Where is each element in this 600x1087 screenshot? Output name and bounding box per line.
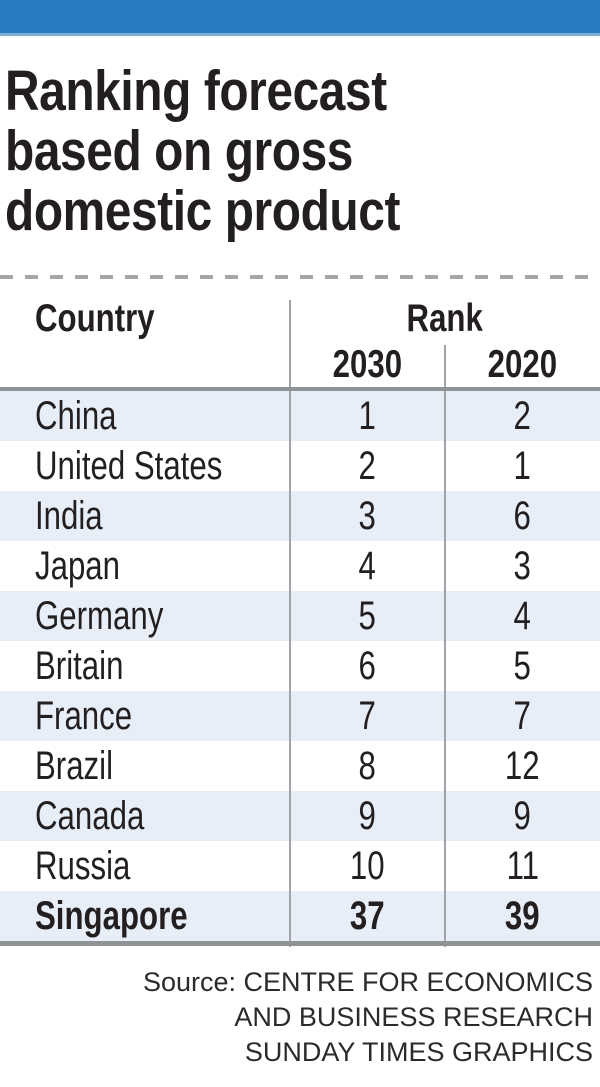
rank-2030-cell: 6 [290,641,445,691]
column-header-rank: Rank [406,297,484,340]
rank-2020-cell-label: 4 [513,594,532,638]
rank-2020-cell-label: 2 [513,394,532,438]
rank-2030-cell-label: 37 [350,894,385,938]
source-line-1: Source: CENTRE FOR ECONOMICS [142,967,593,997]
rank-2030-cell: 37 [290,891,445,941]
top-accent-bar-edge [0,33,600,36]
country-cell: China [0,391,290,441]
rank-2030-cell-label: 7 [358,694,377,738]
page-title-line-2: based on gross [5,119,353,183]
country-cell: United States [0,441,290,491]
rank-2030-cell: 2 [290,441,445,491]
country-cell-label: India [35,494,103,538]
rank-2020-cell-label: 11 [506,844,539,888]
rank-2030-cell-label: 10 [350,844,385,888]
rank-2030-cell-label: 3 [358,494,377,538]
dashed-divider [0,275,600,279]
rank-2020-cell: 5 [445,641,600,691]
rank-2020-cell: 12 [445,741,600,791]
country-cell-label: Japan [35,544,121,588]
source-line-2: AND BUSINESS RESEARCH [234,1002,593,1032]
column-divider-country-rank [289,300,291,947]
country-cell-label: Russia [35,844,131,888]
rank-2030-cell: 3 [290,491,445,541]
column-header-2030: 2030 [332,343,403,386]
rank-2030-cell-label: 9 [358,794,377,838]
table-bottom-rule [0,941,600,946]
header-rule [0,387,600,391]
top-accent-bar [0,0,600,33]
table-row: China 1 2 [0,391,600,441]
table-row: India 3 6 [0,491,600,541]
rank-2020-cell-label: 6 [513,494,532,538]
page-title-line-3: domestic product [5,179,400,243]
country-cell: Germany [0,591,290,641]
rank-2020-cell: 7 [445,691,600,741]
country-cell: Britain [0,641,290,691]
rank-2020-cell-label: 9 [513,794,532,838]
rank-2030-cell: 7 [290,691,445,741]
rank-2030-cell: 8 [290,741,445,791]
country-cell: France [0,691,290,741]
rank-2030-cell-label: 6 [358,644,377,688]
country-cell: India [0,491,290,541]
rank-2030-cell: 1 [290,391,445,441]
rank-2030-cell-label: 5 [358,594,377,638]
rank-2020-cell: 2 [445,391,600,441]
country-cell: Singapore [0,891,290,941]
page-title: Ranking forecast based on gross domestic… [5,61,475,241]
rank-2030-cell-label: 1 [358,394,377,438]
table-row: United States 2 1 [0,441,600,491]
rank-2030-cell-label: 4 [358,544,377,588]
source-credit: Source: CENTRE FOR ECONOMICS AND BUSINES… [143,965,593,1070]
country-cell: Russia [0,841,290,891]
country-cell-label: China [35,394,117,438]
rank-2030-cell: 5 [290,591,445,641]
source-line-3: SUNDAY TIMES GRAPHICS [244,1037,593,1067]
rank-2020-cell: 39 [445,891,600,941]
rank-2030-cell: 10 [290,841,445,891]
rank-2020-cell-label: 12 [505,744,540,788]
rank-2020-cell-label: 3 [513,544,532,588]
rank-2020-cell: 11 [445,841,600,891]
country-cell: Japan [0,541,290,591]
rank-2020-cell-label: 1 [513,444,532,488]
rank-2030-cell: 9 [290,791,445,841]
rank-2030-cell-label: 2 [358,444,377,488]
table-row: Singapore 37 39 [0,891,600,941]
rank-2030-cell: 4 [290,541,445,591]
rank-2020-cell: 4 [445,591,600,641]
table-row: Germany 5 4 [0,591,600,641]
table-row: Brazil 8 12 [0,741,600,791]
country-cell-label: United States [35,444,223,488]
page-title-line-1: Ranking forecast [5,59,387,123]
column-header-country: Country [35,297,155,340]
rank-2020-cell: 3 [445,541,600,591]
table-row: Russia 10 11 [0,841,600,891]
rank-2020-cell: 6 [445,491,600,541]
country-cell-label: Germany [35,594,164,638]
rank-2020-cell-label: 7 [513,694,532,738]
table-row: Japan 4 3 [0,541,600,591]
column-divider-2030-2020 [444,345,446,947]
country-cell-label: Singapore [35,894,188,938]
table-row: Britain 6 5 [0,641,600,691]
table-row: France 7 7 [0,691,600,741]
rank-2020-cell: 9 [445,791,600,841]
country-cell-label: Britain [35,644,124,688]
country-cell: Canada [0,791,290,841]
country-cell: Brazil [0,741,290,791]
rank-2020-cell: 1 [445,441,600,491]
table-row: Canada 9 9 [0,791,600,841]
column-header-2020: 2020 [487,343,558,386]
country-cell-label: Brazil [35,744,114,788]
rank-2030-cell-label: 8 [358,744,377,788]
table-body: China 1 2 United States 2 1 India 3 6 Japan 4 3 Germ… [0,391,600,941]
rank-2020-cell-label: 39 [505,894,540,938]
country-cell-label: Canada [35,794,145,838]
rank-2020-cell-label: 5 [513,644,532,688]
country-cell-label: France [35,694,133,738]
